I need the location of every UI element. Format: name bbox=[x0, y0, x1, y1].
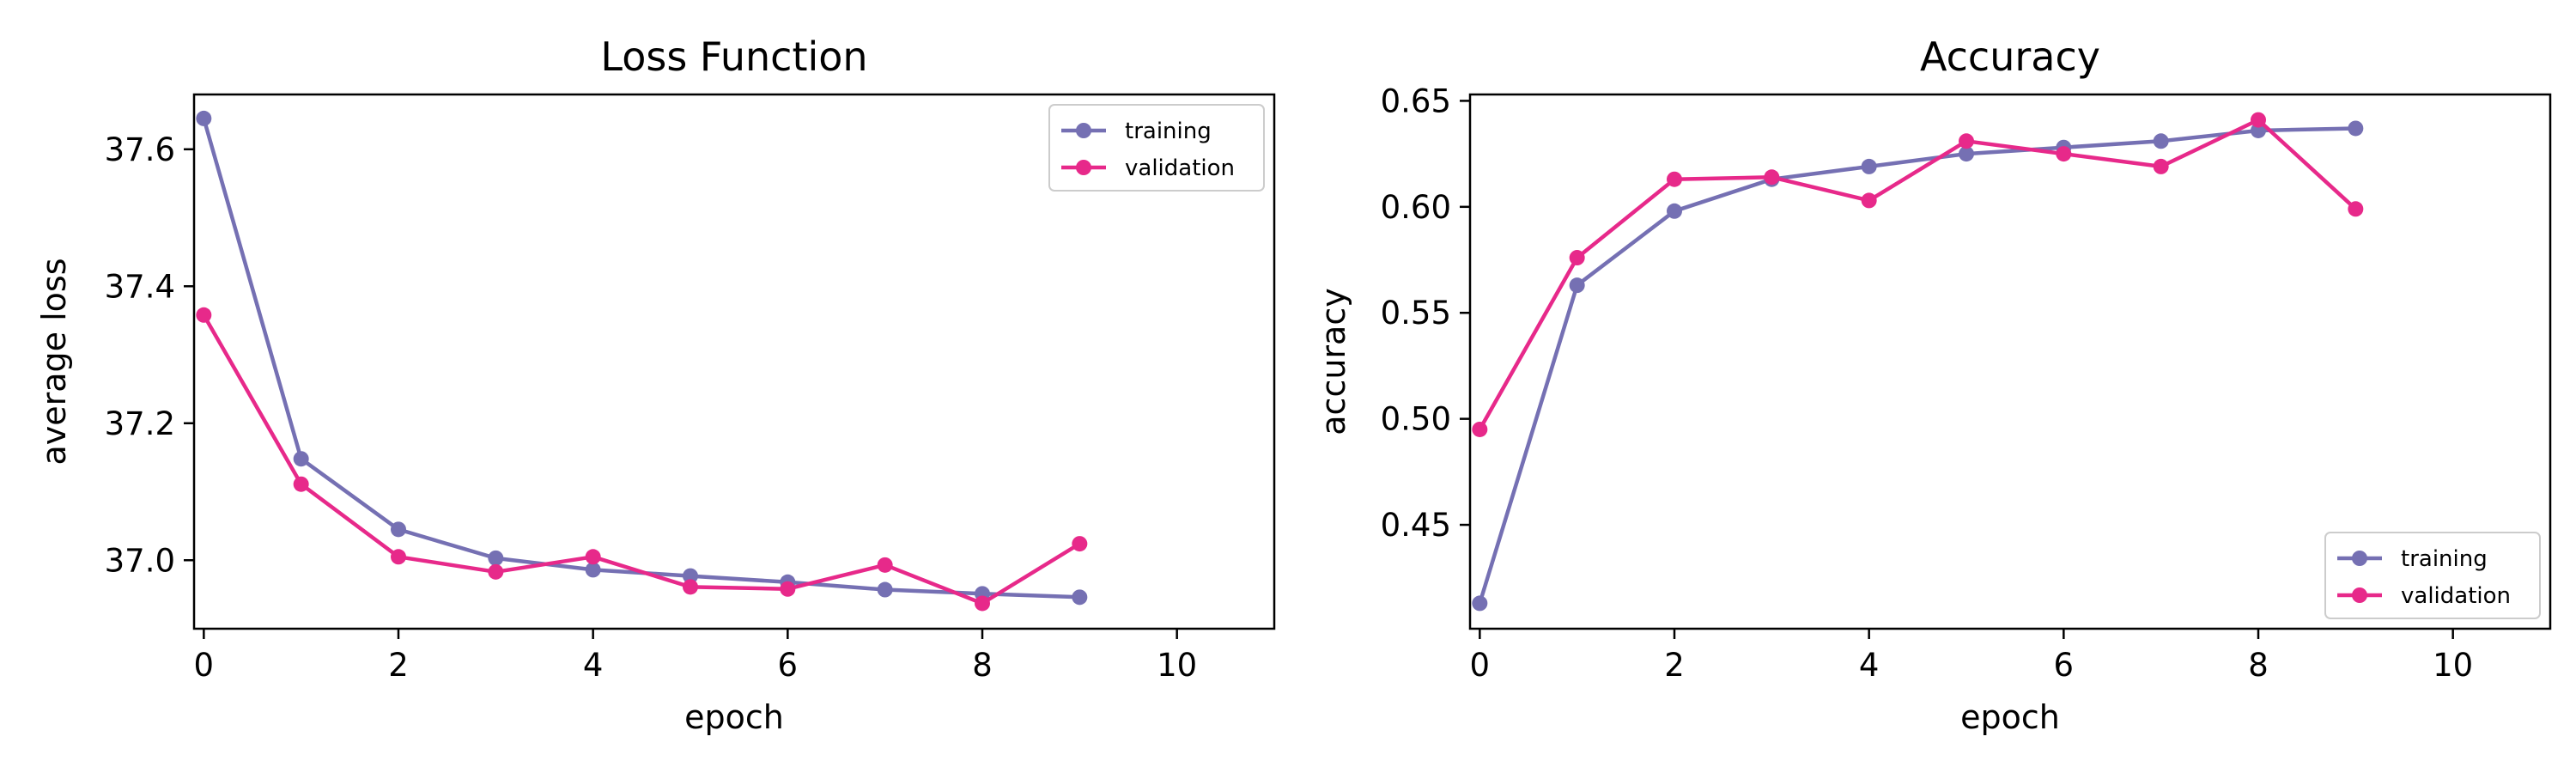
x-tick-label: 8 bbox=[2248, 647, 2269, 684]
data-point-training bbox=[1667, 203, 1682, 219]
legend-label-validation: validation bbox=[1125, 155, 1235, 181]
y-tick-label: 37.4 bbox=[105, 268, 175, 305]
legend-marker-validation bbox=[1076, 160, 1091, 175]
data-point-validation bbox=[585, 549, 601, 565]
loss-chart-ylabel: average loss bbox=[35, 258, 73, 465]
plot-frame bbox=[1468, 93, 2552, 630]
data-point-training bbox=[2153, 133, 2169, 149]
loss-chart-title: Loss Function bbox=[600, 33, 867, 80]
y-tick-label: 0.55 bbox=[1381, 295, 1451, 332]
data-point-validation bbox=[1764, 169, 1780, 186]
data-point-validation bbox=[1472, 421, 1488, 437]
y-tick-label: 37.0 bbox=[105, 542, 175, 579]
loss-chart: Loss Function epoch average loss trainin… bbox=[35, 33, 1276, 736]
x-tick-label: 0 bbox=[194, 647, 215, 684]
data-point-validation bbox=[1667, 171, 1682, 187]
y-tick-label: 0.45 bbox=[1381, 507, 1451, 544]
x-tick-label: 10 bbox=[1157, 647, 1197, 684]
x-tick-label: 4 bbox=[1859, 647, 1880, 684]
x-tick-label: 0 bbox=[1470, 647, 1491, 684]
data-point-validation bbox=[975, 595, 990, 612]
data-point-training bbox=[2348, 120, 2364, 137]
series-line-validation bbox=[1478, 118, 2357, 431]
data-point-validation bbox=[780, 581, 796, 597]
legend-label-training: training bbox=[1125, 119, 1212, 144]
x-tick-label: 8 bbox=[972, 647, 993, 684]
data-point-validation bbox=[488, 563, 504, 580]
series-line-training bbox=[202, 118, 1080, 600]
data-point-training bbox=[293, 451, 309, 467]
series-line-validation bbox=[202, 313, 1081, 606]
legend-label-training: training bbox=[2401, 546, 2488, 572]
legend-marker-training bbox=[1076, 123, 1091, 138]
x-tick-label: 6 bbox=[2054, 647, 2075, 684]
data-point-validation bbox=[293, 476, 309, 492]
x-tick-label: 6 bbox=[778, 647, 799, 684]
data-point-validation bbox=[2056, 146, 2072, 162]
legend-label-validation: validation bbox=[2401, 583, 2511, 609]
y-tick-label: 0.50 bbox=[1381, 401, 1451, 438]
data-point-validation bbox=[196, 307, 212, 323]
data-point-training bbox=[488, 550, 504, 566]
accuracy-chart-xlabel: epoch bbox=[1960, 698, 2060, 736]
data-point-validation bbox=[877, 557, 893, 573]
loss-chart-legend: training validation bbox=[1048, 104, 1265, 192]
x-tick-label: 10 bbox=[2433, 647, 2473, 684]
y-tick-label: 0.65 bbox=[1381, 82, 1451, 119]
accuracy-chart-legend: training validation bbox=[2324, 532, 2541, 619]
data-point-validation bbox=[391, 549, 406, 565]
data-point-training bbox=[1472, 595, 1488, 612]
data-point-training bbox=[1959, 146, 1974, 162]
accuracy-chart-ylabel: accuracy bbox=[1315, 288, 1352, 435]
accuracy-chart-title: Accuracy bbox=[1920, 33, 2100, 80]
data-point-training bbox=[877, 581, 893, 598]
y-tick-label: 37.6 bbox=[105, 131, 175, 168]
data-point-validation bbox=[2153, 158, 2169, 174]
legend-marker-validation bbox=[2352, 587, 2367, 603]
legend-marker-training bbox=[2352, 551, 2367, 566]
data-point-validation bbox=[2251, 112, 2266, 128]
data-point-training bbox=[196, 110, 212, 126]
accuracy-chart: Accuracy epoch accuracy training validat… bbox=[1315, 33, 2552, 736]
data-point-training bbox=[1569, 277, 1585, 294]
x-tick-label: 4 bbox=[583, 647, 604, 684]
data-point-validation bbox=[2348, 201, 2364, 217]
loss-chart-xlabel: epoch bbox=[684, 698, 784, 736]
data-point-training bbox=[391, 521, 406, 538]
data-point-validation bbox=[1569, 250, 1585, 266]
y-tick-label: 0.60 bbox=[1381, 189, 1451, 226]
data-point-training bbox=[1072, 589, 1088, 606]
series-line-training bbox=[1478, 126, 2356, 605]
x-tick-label: 2 bbox=[1664, 647, 1685, 684]
data-point-training bbox=[1861, 158, 1877, 174]
data-point-validation bbox=[683, 579, 698, 595]
plot-frame bbox=[192, 93, 1276, 630]
data-point-training bbox=[2251, 122, 2266, 138]
data-point-training bbox=[683, 568, 698, 584]
y-tick-label: 37.2 bbox=[105, 405, 175, 442]
data-point-validation bbox=[1072, 536, 1088, 552]
x-tick-label: 2 bbox=[388, 647, 409, 684]
data-point-validation bbox=[1861, 192, 1877, 209]
data-point-validation bbox=[1959, 133, 1974, 149]
data-point-training bbox=[585, 562, 601, 578]
